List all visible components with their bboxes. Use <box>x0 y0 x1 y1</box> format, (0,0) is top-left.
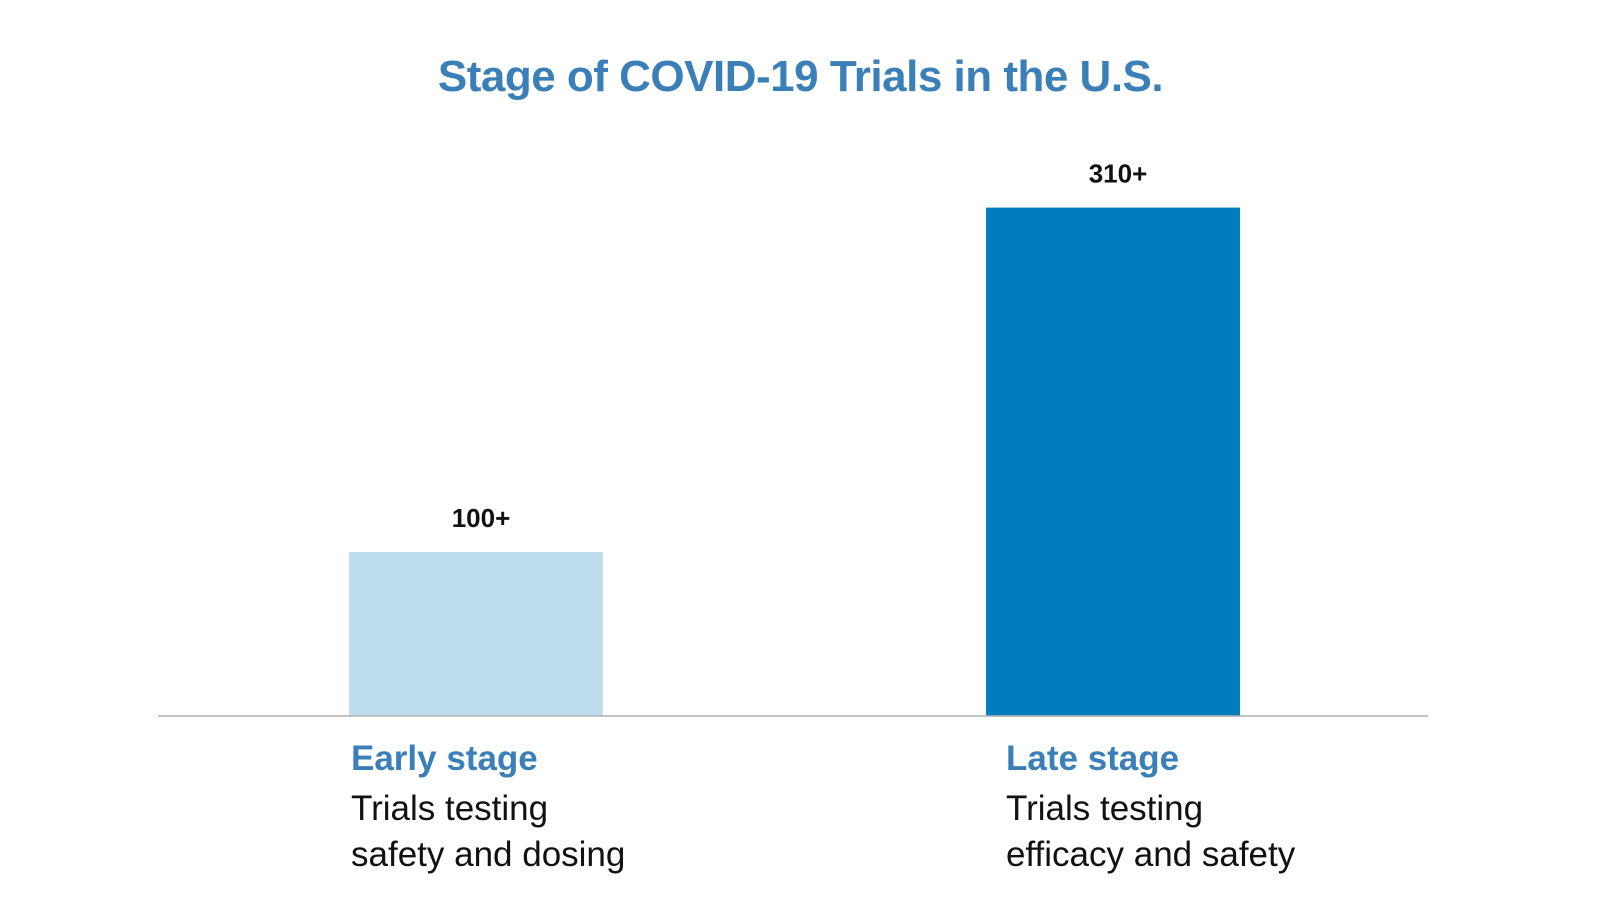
category-description-late-stage: Trials testing efficacy and safety <box>1006 786 1295 878</box>
value-labels-group: 100+ 310+ <box>452 159 1148 533</box>
bar-early-stage <box>349 552 603 716</box>
value-label-late-stage: 310+ <box>1089 159 1148 189</box>
bars-group <box>349 207 1240 716</box>
category-label-late-stage: Late stage <box>1006 739 1180 778</box>
category-description-line: efficacy and safety <box>1006 835 1296 874</box>
category-block-early-stage: Early stage Trials testing safety and do… <box>351 738 625 878</box>
category-block-late-stage: Late stage Trials testing efficacy and s… <box>1006 738 1295 878</box>
chart-title: Stage of COVID-19 Trials in the U.S. <box>437 52 1164 101</box>
category-label-early-stage: Early stage <box>351 739 538 778</box>
category-description-line: safety and dosing <box>351 835 626 874</box>
value-label-early-stage: 100+ <box>452 503 511 533</box>
category-description-early-stage: Trials testing safety and dosing <box>351 786 625 878</box>
category-description-line: Trials testing <box>351 789 549 828</box>
category-description-line: Trials testing <box>1006 789 1204 828</box>
bar-late-stage <box>986 207 1240 716</box>
